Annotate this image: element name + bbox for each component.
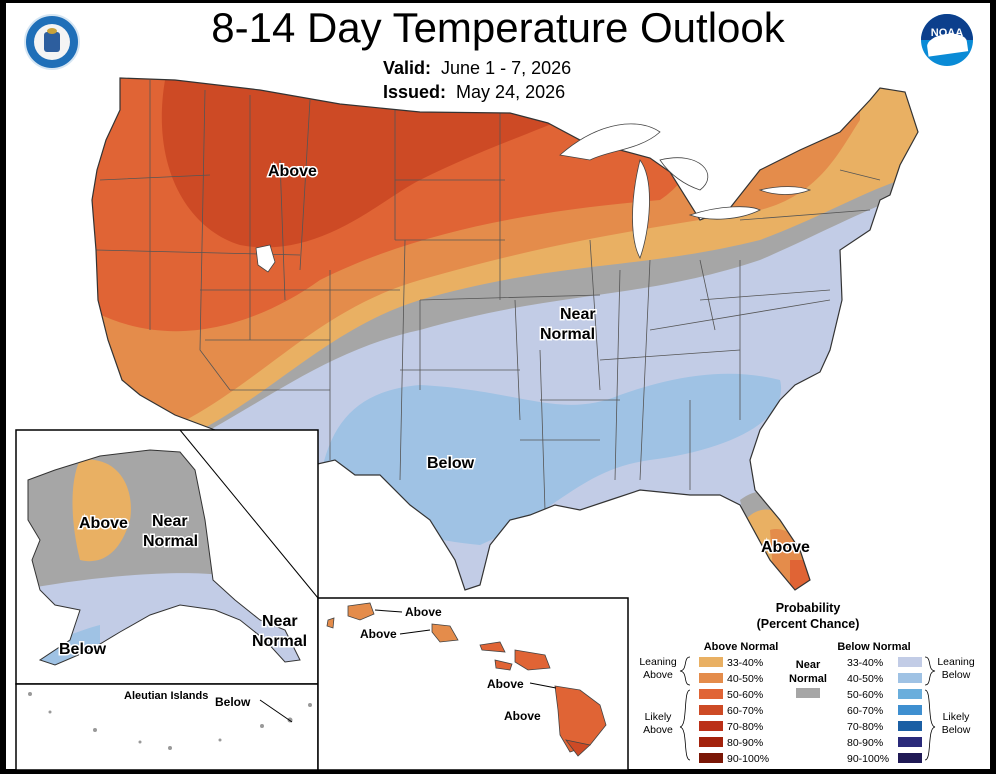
valid-label: Valid:: [383, 58, 432, 78]
legend-near-label: Near: [796, 659, 821, 671]
alaska-outline: [27, 449, 301, 666]
legend-likely-above-2: Above: [643, 724, 673, 736]
page-title: 8-14 Day Temperature Outlook: [211, 4, 785, 51]
legend-above-range-7: 90-100%: [727, 753, 769, 765]
hawaii-islands: [326, 602, 607, 757]
legend-below-swatch-3: [898, 689, 922, 699]
alaska-near-label: Near: [152, 513, 188, 530]
valid-line: Valid: June 1 - 7, 2026: [383, 58, 571, 79]
legend-above-swatch-4: [699, 705, 723, 715]
legend-below-header: Below Normal: [837, 641, 910, 653]
legend-below-swatch-2: [898, 673, 922, 683]
hawaii-leader-lines: [259, 609, 557, 723]
legend-below-swatch-4: [898, 705, 922, 715]
legend-subtitle: (Percent Chance): [757, 617, 860, 631]
legend-below-swatch-5: [898, 721, 922, 731]
legend-above-swatch-3: [699, 689, 723, 699]
hawaii-above-label-4: Above: [504, 709, 541, 723]
legend-above-swatch-7: [699, 753, 723, 763]
noaa-logo-text: NOAA: [930, 27, 964, 39]
legend-braces: [679, 656, 936, 761]
legend-above-range-1: 33-40%: [727, 657, 763, 669]
aleutian-islands: [28, 692, 312, 750]
hawaii-above-label-1: Above: [405, 605, 442, 619]
legend-below-swatch-7: [898, 753, 922, 763]
legend-below-swatch-6: [898, 737, 922, 747]
alaska-se-normal-label: Normal: [252, 633, 307, 650]
legend-below-range-4: 60-70%: [847, 705, 883, 717]
legend-near-normal-swatch: [796, 688, 820, 698]
legend-above-swatch-2: [699, 673, 723, 683]
issued-line: Issued: May 24, 2026: [383, 82, 565, 103]
legend-above-range-5: 70-80%: [727, 721, 763, 733]
legend-leaning-above-2: Above: [643, 669, 673, 681]
legend-likely-below-2: Below: [942, 724, 971, 736]
probability-legend: Probability (Percent Chance) Above Norma…: [639, 601, 975, 765]
noaa-logo-icon: NOAA: [921, 14, 973, 66]
legend-above-swatch-1: [699, 657, 723, 667]
aleutian-below-label: Below: [215, 695, 251, 709]
legend-above-range-6: 80-90%: [727, 737, 763, 749]
legend-above-swatch-6: [699, 737, 723, 747]
legend-below-range-1: 33-40%: [847, 657, 883, 669]
legend-normal-label: Normal: [789, 673, 827, 685]
alaska-se-near-label: Near: [262, 613, 298, 630]
legend-below-range-7: 90-100%: [847, 753, 889, 765]
valid-dates: June 1 - 7, 2026: [441, 58, 572, 78]
legend-title: Probability: [776, 601, 841, 615]
legend-above-range-3: 50-60%: [727, 689, 763, 701]
legend-leaning-below-2: Below: [942, 669, 971, 681]
legend-below-range-6: 80-90%: [847, 737, 883, 749]
alaska-above-label: Above: [79, 515, 128, 532]
legend-leaning-below-1: Leaning: [937, 656, 975, 668]
legend-below-range-5: 70-80%: [847, 721, 883, 733]
issued-date: May 24, 2026: [456, 82, 566, 102]
legend-above-range-2: 40-50%: [727, 673, 763, 685]
legend-below-range-3: 50-60%: [847, 689, 883, 701]
great-lakes: [255, 123, 812, 273]
alaska-below-label: Below: [59, 641, 107, 658]
legend-below-swatch-1: [898, 657, 922, 667]
legend-likely-below-1: Likely: [943, 711, 971, 723]
aleutian-title: Aleutian Islands: [124, 690, 208, 702]
hawaii-above-label-3: Above: [487, 677, 524, 691]
hawaii-above-label-2: Above: [360, 627, 397, 641]
conus-near-label: Near: [560, 306, 596, 323]
inset-divider-line: [179, 429, 319, 599]
legend-likely-above-1: Likely: [645, 711, 673, 723]
legend-below-range-2: 40-50%: [847, 673, 883, 685]
commerce-seal-icon: [24, 14, 80, 70]
conus-below-label: Below: [427, 455, 475, 472]
legend-above-range-4: 60-70%: [727, 705, 763, 717]
state-boundaries: [95, 80, 881, 511]
alaska-normal-label: Normal: [143, 533, 198, 550]
florida-above-label: Above: [761, 539, 810, 556]
issued-label: Issued:: [383, 82, 447, 102]
conus-above-label: Above: [268, 163, 317, 180]
legend-leaning-above-1: Leaning: [639, 656, 677, 668]
legend-above-swatch-5: [699, 721, 723, 731]
conus-normal-label: Normal: [540, 326, 595, 343]
legend-above-header: Above Normal: [704, 641, 779, 653]
aleutian-inset: [15, 683, 319, 771]
